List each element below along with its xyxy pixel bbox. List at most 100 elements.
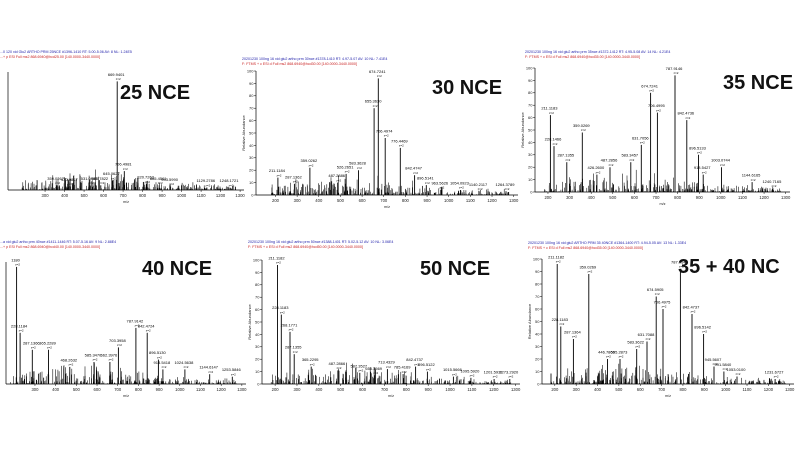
y-tick-label: 40 [535,331,540,336]
peak-charge: z=2 [161,365,166,369]
peak-charge: z=2 [384,134,389,138]
x-tick-label: 800 [403,387,411,392]
y-tick-label: 20 [535,356,540,361]
x-tick-label: 900 [701,387,709,392]
y-tick-label: 0 [257,381,260,386]
peak-label: 287.1366 [23,340,40,345]
y-tick-label: 10 [249,180,254,185]
nce-label: 40 NCE [142,258,213,280]
peak-label: 526.2651 [337,164,354,169]
x-tick-label: 1300 [781,195,791,200]
peak-charge: z=2 [581,128,586,132]
peak-charge: z=2 [293,180,298,184]
peak-charge: z=2 [308,163,313,167]
x-tick-label: 1100 [743,387,753,392]
spectrum-header-filter: F: FTMS + c ESI d Full ms2 868.6940@hcd3… [525,54,640,59]
noise-peaks [550,363,786,384]
peak-label: 1015.5666 [443,367,463,372]
peak-label: 287.1355 [557,153,574,158]
peak-label: 487.2886 [328,173,345,178]
peak-label: 918.5418 [154,360,171,365]
x-tick-label: 900 [156,387,164,392]
x-tick-label: 1300 [235,193,245,198]
peak-label: 713.4329 [378,360,395,365]
y-tick-label: 50 [535,319,540,324]
peak-charge: z=2 [117,343,122,347]
peak-charge: z=2 [452,372,457,376]
y-axis-label: Relative Abundance [527,303,532,339]
peak-label: 787.9146 [666,66,683,71]
peak-charge: z=2 [553,142,558,146]
x-tick-label: 1100 [197,193,207,198]
y-tick-label: 10 [535,369,540,374]
x-axis-label: m/z [384,205,390,209]
peak-charge: z=2 [157,355,162,359]
peak-charge: z=2 [619,355,624,359]
peak-charge: z=2 [655,292,660,296]
peak-charge: z=2 [478,187,483,191]
nce-label: 25 NCE [120,82,191,104]
peak-label: 587.3527 [350,363,367,368]
peak-label: 787.9142 [127,318,144,323]
peak-label: 228.1466 [545,137,562,142]
peak-charge: z=2 [656,108,661,112]
peak-charge: z=2 [662,305,667,309]
x-tick-label: 900 [159,193,167,198]
peak-label: 468.2632 [60,357,77,362]
x-axis-label: m/z [665,394,671,398]
peak-label: 706.4995 [648,103,665,108]
peak-charge: z=2 [111,176,116,180]
peak-charge: z=2 [345,170,350,174]
peak-label: 287.1364 [564,330,581,335]
y-axis-label: Relative Abundance [241,114,246,150]
peak-charge: z=2 [377,74,382,78]
x-tick-label: 700 [380,198,388,203]
peak-label: 583.3628 [349,161,366,166]
peak-label: 896.5122 [418,362,435,367]
peak-charge: z=2 [386,365,391,369]
peak-charge: z=2 [145,180,150,184]
peak-label: 359.0267 [47,176,64,181]
spectrum-panel-25nce: ...0 120 xid Glu2 ARTHO PRM 25NCE #1396-… [0,50,250,210]
peak-label: 674.7241 [369,69,386,74]
peak-label: 1144.6165 [742,173,761,178]
peak-label: 505.2873 [611,350,628,355]
x-tick-label: 600 [631,195,639,200]
peak-label: 785.4169 [394,365,411,370]
peak-charge: z=2 [751,178,756,182]
peak-label: 585.7822 [91,176,108,181]
peak-charge: z=2 [15,263,20,267]
peak-charge: z=2 [425,181,430,185]
x-tick-label: 1300 [785,387,795,392]
peak-label: 896.5141 [417,176,434,181]
x-axis-label: m/z [123,200,129,204]
y-tick-label: 30 [249,155,254,160]
x-tick-label: 500 [337,198,345,203]
peak-charge: z=2 [231,372,236,376]
axes: 200 300 400 500 600 700 800 900 1000 1100 1200 1300… [247,257,521,398]
peak-charge: z=2 [55,181,60,185]
x-tick-label: 600 [637,387,645,392]
